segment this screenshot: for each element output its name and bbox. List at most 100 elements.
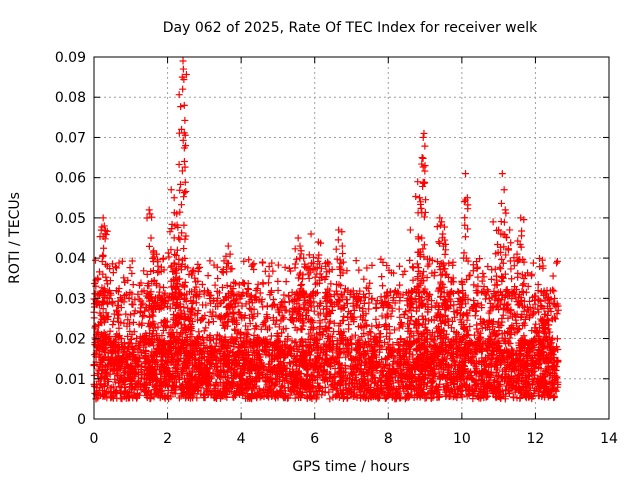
data-point <box>206 257 214 265</box>
data-point <box>180 303 188 311</box>
data-point <box>101 293 109 301</box>
data-point <box>469 395 477 403</box>
data-point <box>512 386 520 394</box>
data-point <box>319 345 327 353</box>
data-point <box>130 328 138 336</box>
data-point <box>376 333 384 341</box>
data-point <box>464 340 472 348</box>
data-point <box>523 354 531 362</box>
data-point <box>161 364 169 372</box>
data-point <box>286 372 294 380</box>
data-point <box>234 308 242 316</box>
data-point <box>280 394 288 402</box>
data-point <box>109 394 117 402</box>
data-point <box>343 267 351 275</box>
data-point <box>160 303 168 311</box>
data-point <box>118 296 126 304</box>
data-point <box>446 302 454 310</box>
data-point <box>478 354 486 362</box>
data-point <box>177 392 185 400</box>
data-point <box>497 346 505 354</box>
data-point <box>519 368 527 376</box>
data-point <box>112 370 120 378</box>
data-point <box>474 273 482 281</box>
data-point <box>137 297 145 305</box>
data-point <box>140 335 148 343</box>
data-point <box>188 299 196 307</box>
data-point <box>480 283 488 291</box>
data-point <box>311 357 319 365</box>
data-point <box>551 294 559 302</box>
data-point <box>141 359 149 367</box>
data-point <box>280 325 288 333</box>
data-point <box>449 336 457 344</box>
data-point <box>367 342 375 350</box>
data-point <box>550 362 558 370</box>
data-point <box>129 281 137 289</box>
data-point <box>165 343 173 351</box>
data-point <box>195 341 203 349</box>
data-point <box>195 332 203 340</box>
data-point <box>254 333 262 341</box>
data-point <box>261 267 269 275</box>
data-point <box>366 386 374 394</box>
data-point <box>385 365 393 373</box>
data-point <box>285 298 293 306</box>
data-point <box>250 336 258 344</box>
data-point <box>265 360 273 368</box>
data-point <box>112 264 120 272</box>
data-point <box>99 366 107 374</box>
data-point <box>486 307 494 315</box>
data-point <box>406 256 414 264</box>
data-point <box>138 374 146 382</box>
data-point <box>521 315 529 323</box>
data-point <box>109 321 117 329</box>
data-point <box>355 341 363 349</box>
data-point <box>308 317 316 325</box>
data-point <box>282 278 290 286</box>
data-point <box>108 260 116 268</box>
data-point <box>384 354 392 362</box>
data-point <box>470 296 478 304</box>
data-point <box>338 391 346 399</box>
data-point <box>134 290 142 298</box>
data-point <box>504 314 512 322</box>
data-point <box>518 372 526 380</box>
data-point <box>224 379 232 387</box>
data-point <box>388 304 396 312</box>
data-point <box>520 332 528 340</box>
data-point <box>459 312 467 320</box>
data-point <box>401 395 409 403</box>
data-point <box>103 369 111 377</box>
data-point <box>532 320 540 328</box>
data-point <box>463 316 471 324</box>
data-point <box>553 358 561 366</box>
data-point <box>447 324 455 332</box>
data-point <box>415 391 423 399</box>
data-point <box>210 297 218 305</box>
data-point <box>276 377 284 385</box>
data-point <box>445 361 453 369</box>
data-point <box>433 343 441 351</box>
data-point <box>384 292 392 300</box>
data-point <box>111 375 119 383</box>
data-point <box>244 285 252 293</box>
data-point <box>449 261 457 269</box>
data-point <box>196 263 204 271</box>
data-point <box>373 384 381 392</box>
data-point <box>152 371 160 379</box>
data-point <box>154 323 162 331</box>
data-point <box>493 302 501 310</box>
data-point <box>270 316 278 324</box>
data-point <box>404 390 412 398</box>
data-point <box>98 387 106 395</box>
data-point <box>426 350 434 358</box>
data-point <box>485 360 493 368</box>
data-point <box>478 347 486 355</box>
data-point <box>159 296 167 304</box>
data-point <box>140 287 148 295</box>
data-point <box>129 318 137 326</box>
data-point <box>328 265 336 273</box>
data-point <box>530 335 538 343</box>
data-point <box>442 342 450 350</box>
